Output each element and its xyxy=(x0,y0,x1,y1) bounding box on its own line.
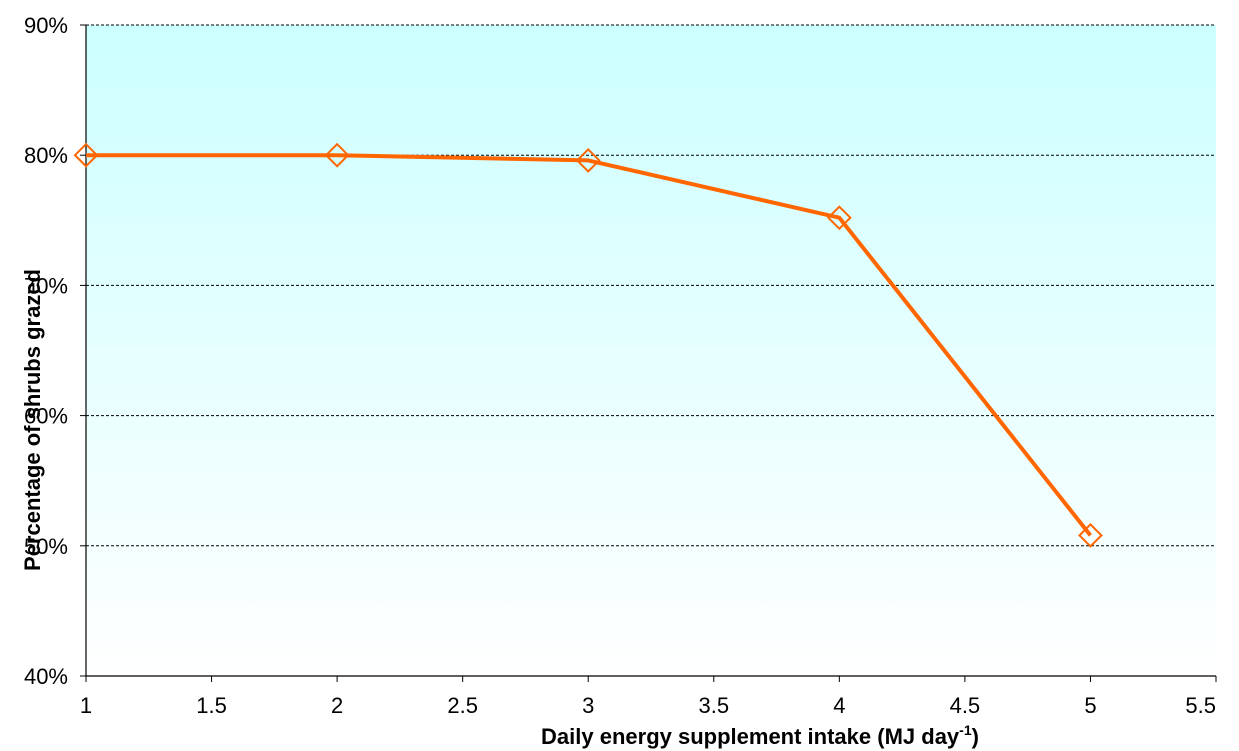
x-tick-label: 3.5 xyxy=(698,693,729,718)
x-tick-label: 2.5 xyxy=(447,693,478,718)
series xyxy=(73,142,1103,548)
y-tick-label: 80% xyxy=(24,143,68,168)
y-tick-label: 70% xyxy=(24,273,68,298)
data-point-marker xyxy=(73,142,99,168)
data-point-marker xyxy=(826,205,852,231)
plot-area xyxy=(86,25,1216,676)
x-tick-labels: 1 1.5 2 2.5 3 3.5 4 4.5 5 5.5 xyxy=(80,693,1216,718)
x-tick-label: 4.5 xyxy=(950,693,981,718)
data-point-marker xyxy=(575,147,601,173)
y-axis-title: Percentage of shrubs grazed xyxy=(20,269,45,571)
x-tick-label: 5.5 xyxy=(1185,693,1216,718)
x-tick-label: 2 xyxy=(331,693,343,718)
series-line xyxy=(86,153,1093,537)
x-tick-label: 5 xyxy=(1084,693,1096,718)
x-tick-label: 1.5 xyxy=(196,693,227,718)
x-tick-label: 4 xyxy=(833,693,845,718)
y-tick-label: 40% xyxy=(24,664,68,689)
y-tick-label: 90% xyxy=(24,13,68,38)
axes xyxy=(80,24,1217,682)
y-tick-label: 60% xyxy=(24,404,68,429)
x-tick-label: 1 xyxy=(80,693,92,718)
data-point-marker xyxy=(324,142,350,168)
y-tick-label: 50% xyxy=(24,534,68,559)
gridlines xyxy=(86,24,1216,547)
y-tick-labels: 40% 50% 60% 70% 80% 90% xyxy=(24,13,68,689)
data-point-marker xyxy=(1078,522,1103,548)
x-axis-title: Daily energy supplement intake (MJ day-1… xyxy=(541,722,979,749)
x-tick-label: 3 xyxy=(582,693,594,718)
